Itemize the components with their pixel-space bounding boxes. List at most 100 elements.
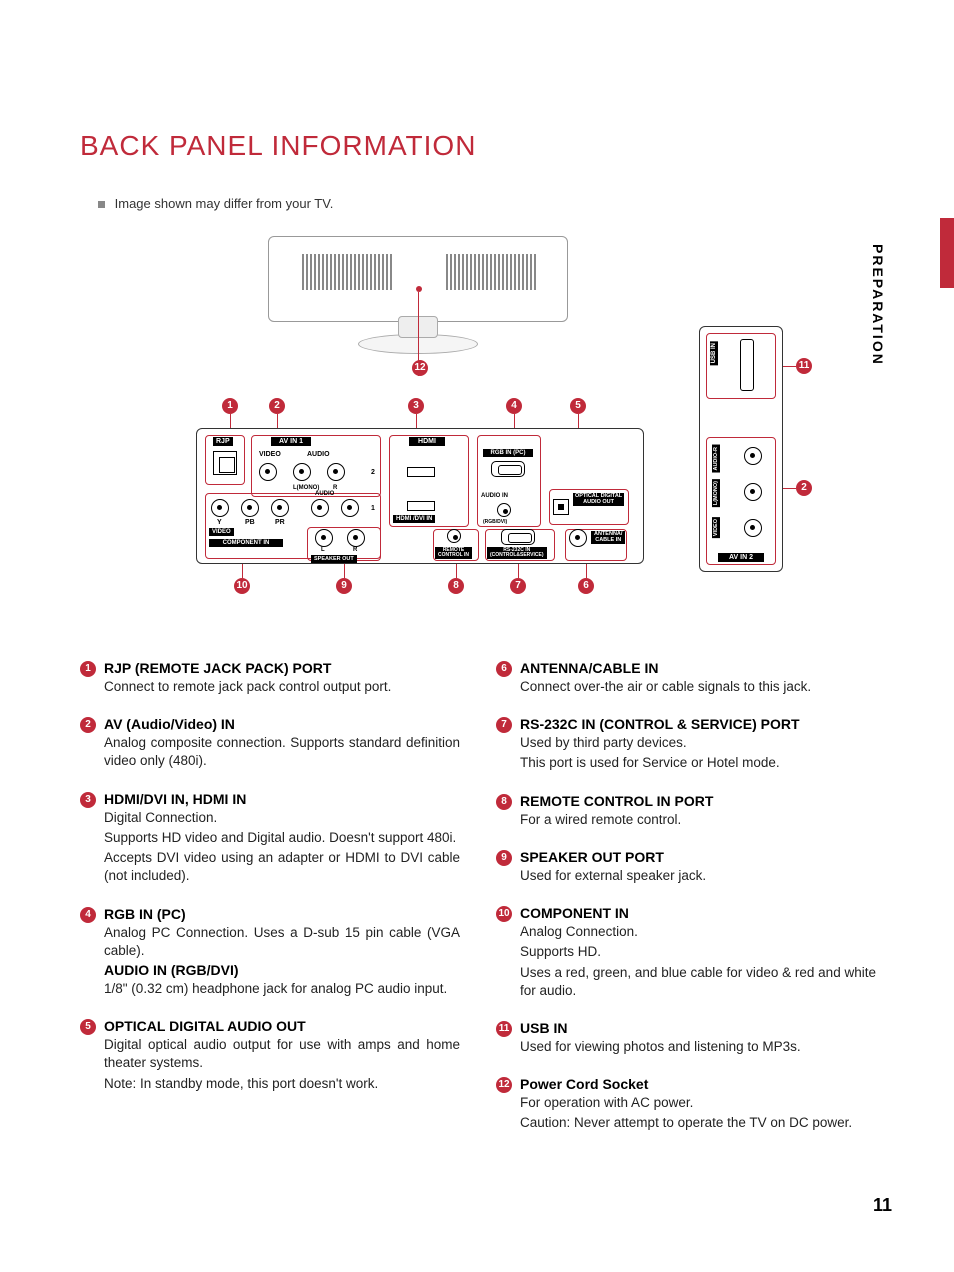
- rjp-port-icon: [213, 451, 237, 475]
- desc-col-right: 6 ANTENNA/CABLE IN Connect over-the air or…: [496, 660, 876, 1153]
- label-rgb-dvi: (RGB/DVI): [483, 519, 507, 525]
- back-panel-side: USB IN AUDIO-R L(MONO) VIDEO AV IN 2: [699, 326, 783, 572]
- label-y: Y: [217, 519, 222, 526]
- power-socket-dot: [416, 286, 422, 292]
- tv-illustration: [268, 236, 568, 356]
- label-rs232c: RS-232C IN(CONTROL&SERVICE): [487, 547, 547, 559]
- desc-item-4: 4RGB IN (PC)Analog PC Connection. Uses a…: [80, 906, 460, 1001]
- rs232-port-icon: [501, 529, 535, 545]
- callout-10: 10: [234, 578, 250, 594]
- desc-para: Used for viewing photos and listening to…: [520, 1038, 876, 1056]
- desc-para: Digital Connection.: [104, 809, 460, 827]
- side-audio-r-jack: [744, 447, 762, 465]
- label-avin2: AV IN 2: [718, 553, 764, 562]
- antenna-jack: [569, 529, 587, 547]
- desc-para: Note: In standby mode, this port doesn't…: [104, 1075, 460, 1093]
- label-component-in: COMPONENT IN: [209, 539, 283, 547]
- desc-title: AV (Audio/Video) IN: [104, 716, 460, 732]
- desc-body: ANTENNA/CABLE IN Connect over-the air or …: [520, 660, 876, 698]
- hdmi1-port-icon: [407, 501, 435, 511]
- label-remote-ctrl-in: REMOTECONTROL IN: [435, 547, 472, 559]
- desc-subtitle: AUDIO IN (RGB/DVI): [104, 962, 460, 978]
- audio-in-jack: [497, 503, 511, 517]
- label-pb: PB: [245, 519, 255, 526]
- av-audio-r-jack: [327, 463, 345, 481]
- label-audio: AUDIO: [307, 451, 330, 458]
- vga-port-icon: [491, 461, 525, 477]
- callout-4: 4: [506, 398, 522, 414]
- desc-item-11: 11 USB IN Used for viewing photos and list…: [496, 1020, 876, 1058]
- desc-item-2: 2AV (Audio/Video) INAnalog composite con…: [80, 716, 460, 772]
- label-side-audio-r: AUDIO-R: [712, 445, 720, 473]
- desc-para: Accepts DVI video using an adapter or HD…: [104, 849, 460, 885]
- label-hdmi-logo: HDMI: [409, 437, 445, 446]
- remote-jack: [447, 529, 461, 543]
- callout-6: 6: [578, 578, 594, 594]
- label-r2: R: [353, 547, 357, 553]
- label-pr: PR: [275, 519, 285, 526]
- page-number: 11: [873, 1195, 892, 1216]
- desc-para: For a wired remote control.: [520, 811, 876, 829]
- label-audio2: AUDIO: [315, 491, 334, 497]
- desc-item-1: 1 RJP (REMOTE JACK PACK) PORT Connect to r…: [80, 660, 460, 698]
- desc-num-icon: 9: [496, 850, 512, 866]
- desc-num-icon: 8: [496, 794, 512, 810]
- desc-num-icon: 11: [496, 1021, 512, 1037]
- desc-para: Connect to remote jack pack control outp…: [104, 678, 460, 696]
- callout-11: 11: [796, 358, 812, 374]
- desc-body: REMOTE CONTROL IN PORT For a wired remote…: [520, 793, 876, 831]
- comp-pr-jack: [271, 499, 289, 517]
- note-text: Image shown may differ from your TV.: [115, 196, 334, 211]
- desc-para: Analog Connection.: [520, 923, 876, 941]
- speaker-r-jack: [347, 529, 365, 547]
- hdmi-group: [389, 435, 469, 527]
- callout-3: 3: [408, 398, 424, 414]
- comp-audio-r-jack: [341, 499, 359, 517]
- desc-title: USB IN: [520, 1020, 876, 1036]
- note-bullet-icon: [98, 201, 105, 208]
- optical-port-icon: [553, 499, 569, 515]
- page-title: BACK PANEL INFORMATION: [80, 130, 476, 162]
- callout-1: 1: [222, 398, 238, 414]
- callout-2: 2: [269, 398, 285, 414]
- callout-7: 7: [510, 578, 526, 594]
- desc-title: REMOTE CONTROL IN PORT: [520, 793, 876, 809]
- desc-title: ANTENNA/CABLE IN: [520, 660, 876, 676]
- desc-title: RS-232C IN (CONTROL & SERVICE) PORT: [520, 716, 876, 732]
- desc-item-8: 8 REMOTE CONTROL IN PORT For a wired remot…: [496, 793, 876, 831]
- desc-body: USB IN Used for viewing photos and listen…: [520, 1020, 876, 1058]
- desc-num-icon: 10: [496, 906, 512, 922]
- desc-para: Caution: Never attempt to operate the TV…: [520, 1114, 876, 1132]
- desc-col-left: 1 RJP (REMOTE JACK PACK) PORT Connect to r…: [80, 660, 460, 1153]
- desc-num-icon: 5: [80, 1019, 96, 1035]
- desc-para: Analog composite connection. Supports st…: [104, 734, 460, 770]
- side-video-jack: [744, 519, 762, 537]
- desc-para: This port is used for Service or Hotel m…: [520, 754, 876, 772]
- hdmi2-port-icon: [407, 467, 435, 477]
- av-audio-l-jack: [293, 463, 311, 481]
- desc-para: Analog PC Connection. Uses a D-sub 15 pi…: [104, 924, 460, 960]
- desc-num-icon: 4: [80, 907, 96, 923]
- desc-num-icon: 6: [496, 661, 512, 677]
- label-l: L: [321, 547, 325, 553]
- label-num2: 2: [371, 469, 375, 476]
- callout-2-side: 2: [796, 480, 812, 496]
- desc-title: Power Cord Socket: [520, 1076, 876, 1092]
- desc-body: COMPONENT INAnalog Connection.Supports H…: [520, 905, 876, 1002]
- desc-title: SPEAKER OUT PORT: [520, 849, 876, 865]
- desc-num-icon: 1: [80, 661, 96, 677]
- comp-y-jack: [211, 499, 229, 517]
- label-hdmi-dvi-in: HDMI /DVI IN: [393, 515, 435, 523]
- desc-title: RJP (REMOTE JACK PACK) PORT: [104, 660, 460, 676]
- desc-para: Connect over-the air or cable signals to…: [520, 678, 876, 696]
- desc-item-6: 6 ANTENNA/CABLE IN Connect over-the air or…: [496, 660, 876, 698]
- callout-9: 9: [336, 578, 352, 594]
- side-audio-l-jack: [744, 483, 762, 501]
- label-avin1: AV IN 1: [271, 437, 311, 446]
- label-usb-in: USB IN: [710, 341, 718, 365]
- desc-item-9: 9SPEAKER OUT PORTUsed for external speak…: [496, 849, 876, 887]
- label-side-lmono: L(MONO): [712, 479, 720, 507]
- desc-para: For operation with AC power.: [520, 1094, 876, 1112]
- desc-body: OPTICAL DIGITAL AUDIO OUTDigital optical…: [104, 1018, 460, 1095]
- desc-item-10: 10 COMPONENT INAnalog Connection.Supports…: [496, 905, 876, 1002]
